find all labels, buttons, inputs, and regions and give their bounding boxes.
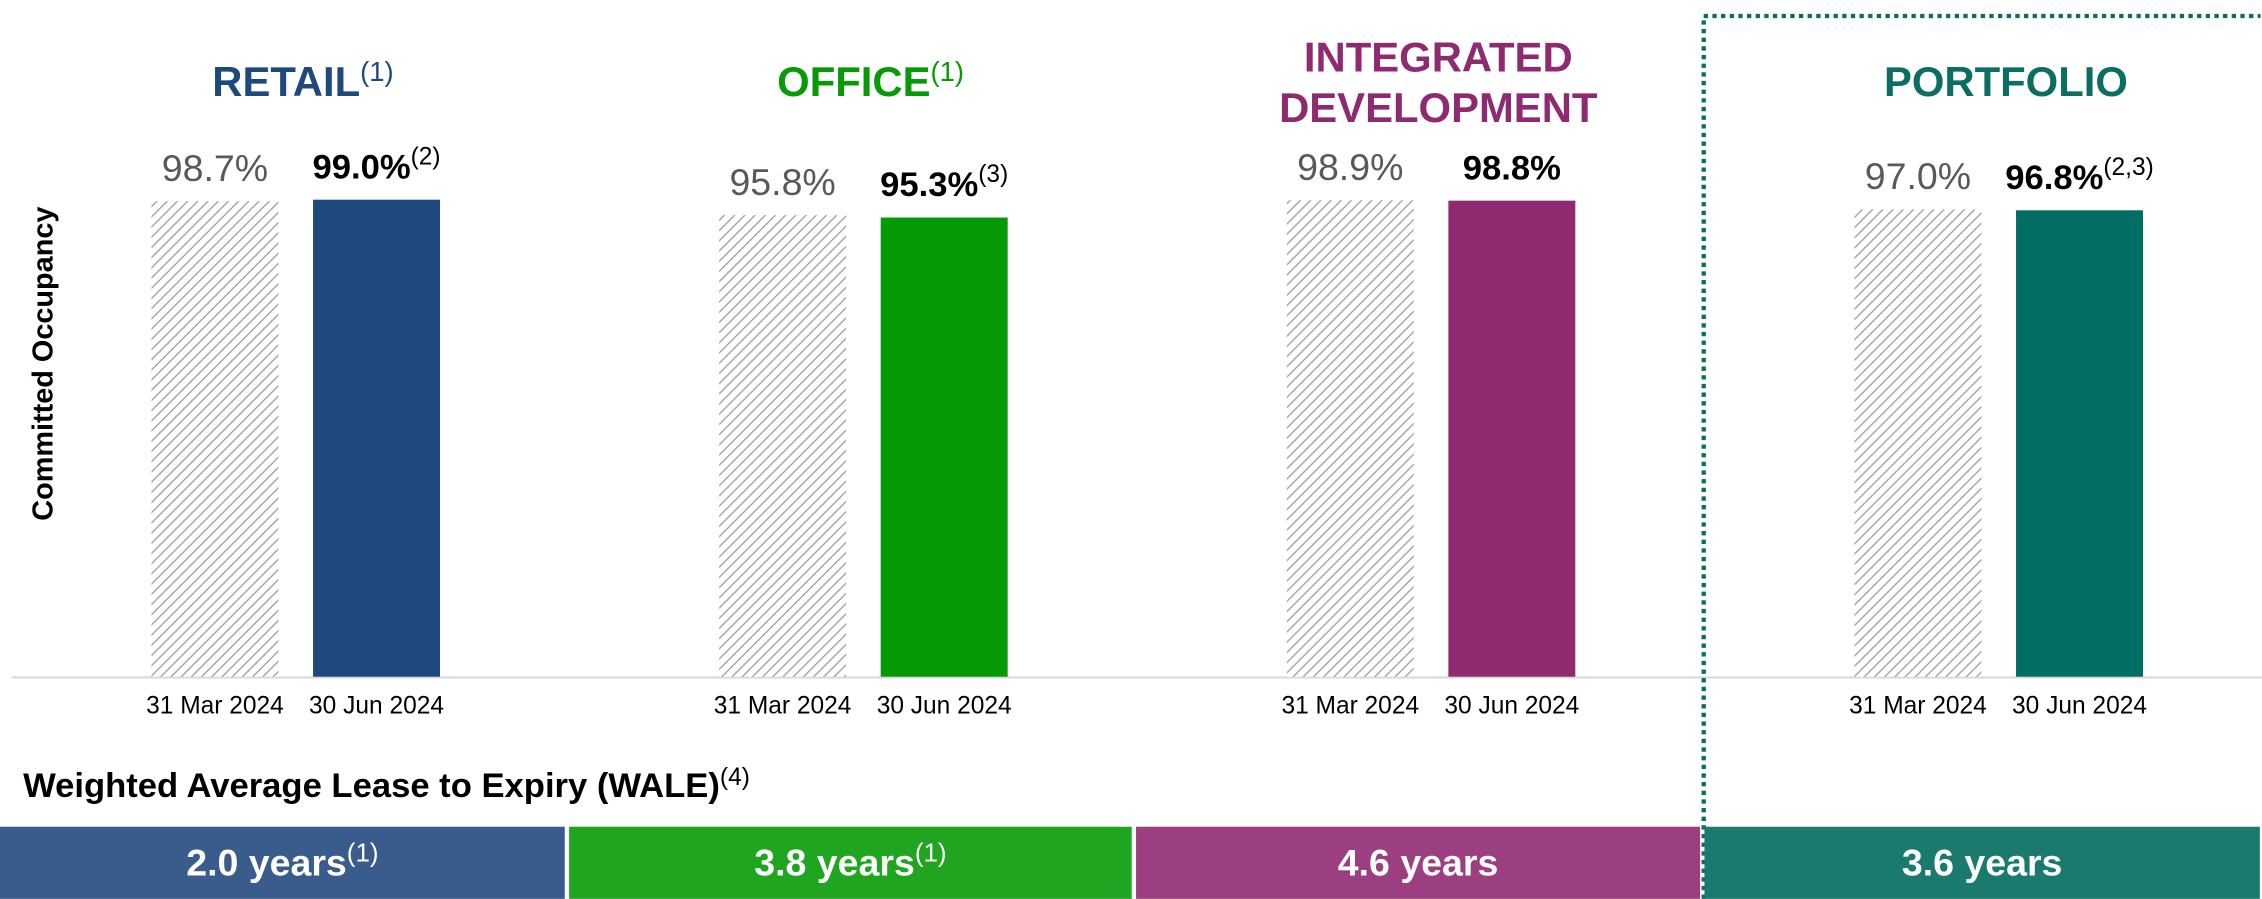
value-label: 95.8% <box>729 161 835 203</box>
panel-title: OFFICE(1) <box>777 57 964 106</box>
bar <box>1854 209 1982 677</box>
wale-value-note: (1) <box>915 838 947 868</box>
wale-value-text: 3.8 years <box>754 842 915 884</box>
value-label: 97.0% <box>1865 155 1971 197</box>
panel-title-text: RETAIL <box>212 58 360 105</box>
x-tick-label: 31 Mar 2024 <box>714 692 852 719</box>
wale-band <box>569 826 1132 899</box>
wale-title-text: Weighted Average Lease to Expiry (WALE) <box>23 767 720 805</box>
wale-value: 2.0 years(1) <box>186 838 378 883</box>
panel-title: INTEGRATED <box>1304 34 1573 81</box>
panel-title-text: OFFICE <box>777 58 930 105</box>
bar <box>151 201 279 677</box>
x-tick-label: 30 Jun 2024 <box>877 692 1012 719</box>
x-tick-label: 30 Jun 2024 <box>1444 692 1579 719</box>
wale-value: 3.8 years(1) <box>754 838 946 883</box>
value-label-text: 95.3% <box>880 166 978 204</box>
x-tick-label: 30 Jun 2024 <box>2012 692 2147 719</box>
panel-title-note: (1) <box>931 57 964 88</box>
wale-value-text: 3.6 years <box>1902 842 2063 884</box>
wale-band <box>1136 826 1701 899</box>
panel-title-text: PORTFOLIO <box>1884 58 2128 105</box>
x-tick-label: 31 Mar 2024 <box>1849 692 1987 719</box>
y-axis-label: Committed Occupancy <box>27 207 59 521</box>
wale-band <box>0 826 565 899</box>
bar <box>880 217 1008 677</box>
panel-title: DEVELOPMENT <box>1279 84 1598 131</box>
value-label-text: 98.8% <box>1463 150 1561 188</box>
value-label: 99.0%(2) <box>312 144 440 187</box>
panel-title-note: (1) <box>360 57 393 88</box>
bar <box>1448 200 1576 677</box>
bar <box>2016 210 2143 677</box>
wale-band <box>1704 826 2260 899</box>
value-label: 98.7% <box>162 147 268 189</box>
panel-title: RETAIL(1) <box>212 57 393 106</box>
value-label-text: 99.0% <box>312 149 410 187</box>
bar <box>313 199 440 677</box>
panel-title-text: INTEGRATED <box>1304 34 1573 81</box>
wale-value: 3.6 years <box>1902 842 2063 884</box>
portfolio-frame <box>1701 13 2261 899</box>
value-label-text: 96.8% <box>2005 159 2103 197</box>
x-tick-label: 31 Mar 2024 <box>1281 692 1419 719</box>
x-tick-label: 31 Mar 2024 <box>146 692 284 719</box>
wale-title-note: (4) <box>720 763 750 790</box>
wale-value-note: (1) <box>347 838 379 868</box>
wale-value-text: 2.0 years <box>186 842 347 884</box>
panel-title: PORTFOLIO <box>1884 58 2128 105</box>
value-label: 95.3%(3) <box>880 161 1008 204</box>
x-tick-label: 30 Jun 2024 <box>309 692 444 719</box>
wale-value: 4.6 years <box>1338 842 1499 884</box>
value-footnote: (3) <box>978 161 1008 188</box>
value-label: 98.9% <box>1297 146 1403 188</box>
wale-title: Weighted Average Lease to Expiry (WALE)(… <box>23 763 750 805</box>
value-label-text: 98.9% <box>1297 146 1403 188</box>
value-label: 96.8%(2,3) <box>2005 154 2154 197</box>
value-footnote: (2) <box>411 144 441 171</box>
value-footnote: (2,3) <box>2103 154 2153 181</box>
value-label-text: 95.8% <box>729 161 835 203</box>
panel-title-text: DEVELOPMENT <box>1279 84 1598 131</box>
value-label-text: 97.0% <box>1865 155 1971 197</box>
value-label: 98.8% <box>1463 150 1561 188</box>
bar <box>719 215 847 677</box>
value-label-text: 98.7% <box>162 147 268 189</box>
bar <box>1286 200 1414 677</box>
wale-value-text: 4.6 years <box>1338 842 1499 884</box>
